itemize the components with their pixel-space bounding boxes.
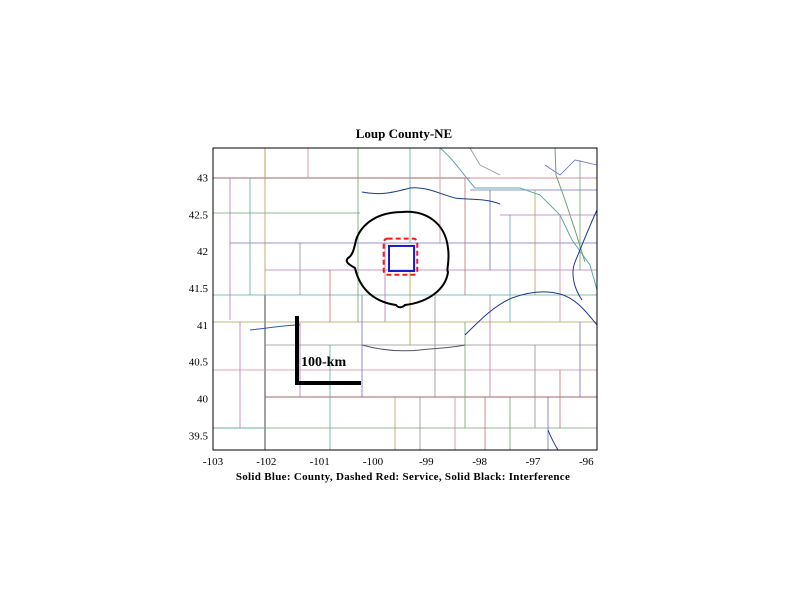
county-line (439, 147, 598, 291)
y-tick-label: 40 (197, 393, 209, 405)
county-line (554, 147, 586, 263)
x-tick-label: -98 (472, 456, 487, 468)
y-tick-label: 41.5 (189, 283, 209, 295)
county-line (469, 147, 501, 176)
y-tick-label: 41 (197, 320, 208, 332)
x-tick-label: -96 (579, 456, 594, 468)
scale-bar-label: 100-km (301, 355, 346, 370)
x-tick-label: -99 (419, 456, 434, 468)
scale-bar: 100-km (295, 316, 361, 385)
river-lines (249, 187, 598, 451)
river-line (547, 429, 559, 451)
county-boundaries (212, 147, 598, 450)
x-axis: -103 -102 -101 -100 -99 -98 -97 -96 (203, 456, 594, 468)
river-line (464, 291, 598, 336)
x-tick-label: -103 (203, 456, 224, 468)
service-area (382, 237, 419, 276)
river-line (361, 187, 501, 205)
x-tick-label: -101 (310, 456, 330, 468)
county-boundary (388, 244, 416, 273)
y-axis: 39.5 40 40.5 41 41.5 42 42.5 43 (189, 172, 209, 442)
y-tick-label: 42 (197, 246, 208, 258)
map-title: Loup County-NE (356, 126, 452, 141)
river-line (572, 209, 598, 301)
river-line (361, 344, 466, 352)
plot-frame (212, 147, 598, 451)
x-tick-label: -102 (256, 456, 276, 468)
y-tick-label: 39.5 (189, 430, 209, 442)
plot-area (212, 147, 598, 451)
x-tick-label: -100 (363, 456, 384, 468)
y-tick-label: 43 (197, 172, 209, 184)
river-line (249, 324, 301, 331)
y-tick-label: 40.5 (189, 357, 209, 369)
interference-contour (345, 210, 450, 309)
county-line (544, 159, 598, 176)
y-tick-label: 42.5 (189, 209, 209, 221)
x-tick-label: -97 (526, 456, 541, 468)
legend-caption: Solid Blue: County, Dashed Red: Service,… (236, 471, 570, 483)
